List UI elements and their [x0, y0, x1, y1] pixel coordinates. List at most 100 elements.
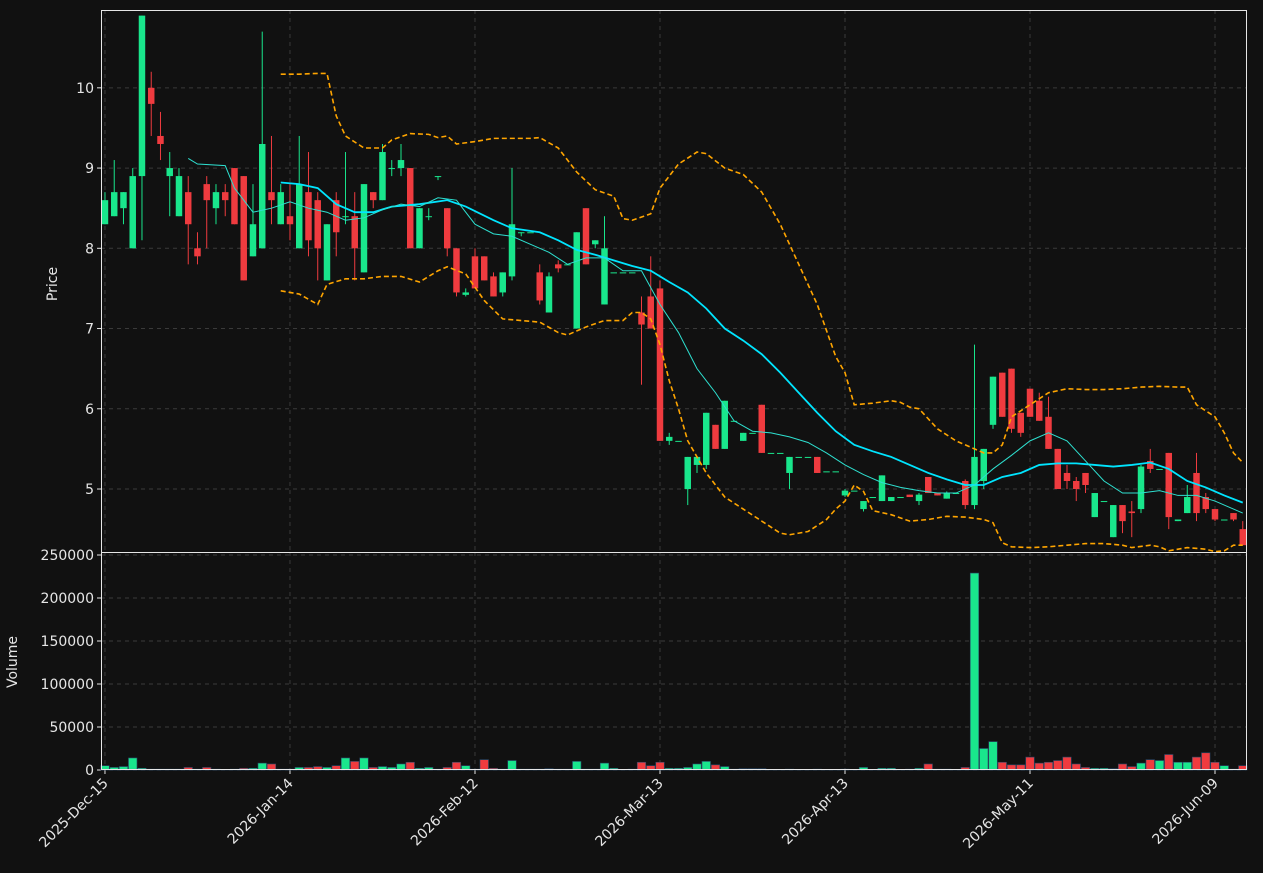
y-tick-label: 7	[85, 322, 94, 338]
candle-body	[277, 192, 284, 225]
candle-body	[305, 192, 312, 241]
candle-body	[666, 436, 673, 441]
candle-body	[369, 192, 377, 201]
candle-body	[406, 168, 414, 249]
candle-body	[1063, 472, 1071, 481]
candle-body	[841, 490, 849, 496]
candle-body	[157, 135, 164, 144]
y-tick-label: 8	[85, 241, 94, 257]
candle-body	[1054, 448, 1061, 490]
candle-body	[638, 312, 645, 325]
candle-body	[1137, 466, 1145, 510]
candle-body	[481, 256, 488, 281]
volume-bar	[969, 572, 980, 771]
y-tick-label: 6	[85, 402, 94, 418]
candle-body	[1091, 493, 1098, 518]
candle-body	[416, 208, 423, 249]
candle-body	[462, 292, 469, 295]
volume-bar	[1034, 762, 1044, 771]
candle-body	[999, 372, 1006, 417]
candle-body	[175, 176, 183, 217]
y-tick-label: 100000	[41, 677, 94, 693]
candle-body	[1165, 452, 1172, 518]
candle-body	[1239, 529, 1246, 546]
candle-body	[693, 456, 701, 465]
y-tick-label: 0	[85, 763, 94, 779]
candle-body	[221, 192, 229, 201]
y-tick-label: 10	[76, 81, 94, 97]
indicator-line	[280, 265, 1243, 553]
candle-body	[1202, 497, 1209, 510]
candle-body	[471, 256, 479, 289]
candle-body	[712, 424, 719, 449]
volume-bar	[1164, 754, 1174, 771]
candle-body	[962, 480, 969, 506]
volume-bar	[636, 761, 647, 771]
candle-body	[740, 432, 747, 441]
volume-bar	[479, 759, 489, 771]
y-tick-label: 150000	[41, 634, 94, 650]
volume-bar	[988, 741, 998, 771]
candle-body	[1026, 388, 1034, 417]
candle-body	[1036, 400, 1043, 421]
candle-body	[120, 192, 127, 209]
candle-body	[147, 87, 155, 104]
candle-body	[166, 168, 173, 177]
candle-body	[1082, 472, 1089, 486]
candle-body	[823, 471, 830, 473]
candle-body	[915, 494, 923, 502]
candle-body	[101, 200, 109, 225]
candle-body	[129, 176, 136, 249]
candle-body	[286, 216, 294, 225]
volume-frame	[101, 552, 1247, 770]
candle-body	[934, 493, 941, 496]
candle-body	[203, 184, 210, 201]
volume-bar	[1062, 756, 1072, 771]
candle-body	[610, 272, 617, 274]
candle-body	[869, 497, 876, 499]
candle-body	[379, 152, 386, 201]
y-axis-label: Price	[45, 267, 61, 301]
candle-body	[804, 456, 812, 458]
candle-body	[499, 272, 506, 293]
candle-body	[1156, 468, 1163, 470]
candle-body	[878, 475, 886, 502]
candle-body	[629, 272, 636, 274]
volume-bar	[1173, 761, 1183, 771]
volume-bar	[1053, 760, 1063, 771]
volume-bar	[1182, 761, 1192, 771]
y-tick-label: 5	[85, 482, 94, 498]
candle-body	[989, 376, 997, 425]
y-tick-label: 50000	[49, 720, 94, 736]
candle-body	[1193, 472, 1200, 514]
indicator-line	[280, 72, 1244, 464]
candle-body	[314, 200, 321, 249]
volume-bar	[359, 757, 369, 771]
y-axis-label: Volume	[5, 636, 21, 688]
candle-body	[342, 216, 349, 218]
candle-body	[434, 176, 442, 178]
volume-bar	[128, 757, 138, 771]
candle-body	[749, 432, 756, 434]
volume-bar	[1136, 762, 1146, 771]
volume-bar	[507, 760, 517, 771]
candle-body	[767, 452, 775, 454]
candle-body	[721, 400, 728, 449]
candle-body	[323, 224, 331, 281]
candle-body	[212, 192, 220, 209]
candle-body	[897, 497, 904, 499]
candle-body	[351, 216, 358, 249]
candle-body	[860, 501, 867, 510]
volume-bar	[1210, 761, 1220, 771]
candle-body	[1073, 480, 1080, 490]
candle-body	[888, 497, 895, 502]
candle-body	[1119, 505, 1126, 522]
candle-body	[703, 412, 710, 465]
candle-body	[758, 404, 765, 453]
candle-body	[295, 184, 303, 249]
candle-body	[786, 456, 793, 473]
candle-body	[601, 248, 608, 305]
